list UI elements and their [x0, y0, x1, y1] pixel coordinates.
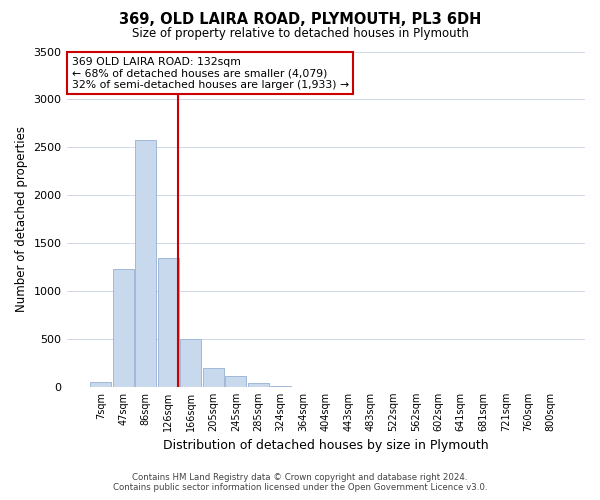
Bar	[158, 258, 179, 387]
Y-axis label: Number of detached properties: Number of detached properties	[15, 126, 28, 312]
Bar	[248, 383, 269, 387]
Bar	[225, 376, 247, 387]
Text: 369, OLD LAIRA ROAD, PLYMOUTH, PL3 6DH: 369, OLD LAIRA ROAD, PLYMOUTH, PL3 6DH	[119, 12, 481, 28]
Bar	[90, 382, 112, 387]
Text: 369 OLD LAIRA ROAD: 132sqm
← 68% of detached houses are smaller (4,079)
32% of s: 369 OLD LAIRA ROAD: 132sqm ← 68% of deta…	[72, 56, 349, 90]
Text: Contains HM Land Registry data © Crown copyright and database right 2024.
Contai: Contains HM Land Registry data © Crown c…	[113, 473, 487, 492]
Bar	[113, 269, 134, 387]
Bar	[180, 339, 202, 387]
Bar	[135, 140, 157, 387]
Text: Size of property relative to detached houses in Plymouth: Size of property relative to detached ho…	[131, 28, 469, 40]
Bar	[203, 368, 224, 387]
X-axis label: Distribution of detached houses by size in Plymouth: Distribution of detached houses by size …	[163, 440, 488, 452]
